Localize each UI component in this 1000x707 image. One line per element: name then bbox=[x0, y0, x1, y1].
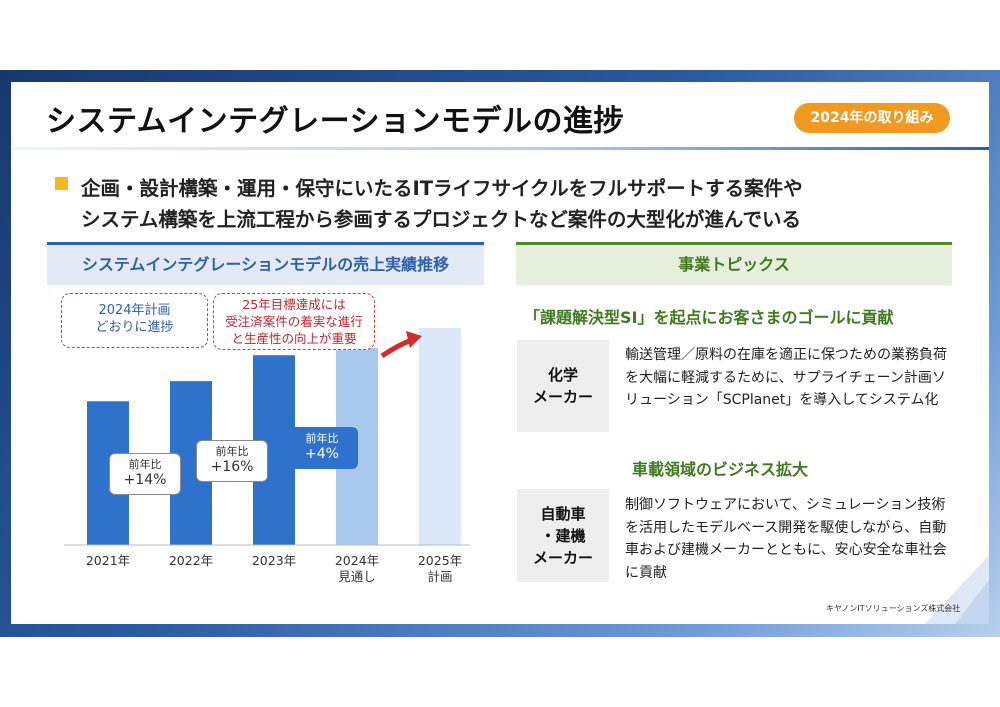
topic1-title: 「課題解決型SI」を起点にお客さまのゴールに貢献 bbox=[524, 308, 894, 327]
topic1-category-line-2: メーカー bbox=[532, 388, 593, 406]
topic2-category-line-3: メーカー bbox=[532, 548, 593, 567]
yoy-label-text: 前年比 bbox=[128, 458, 162, 471]
plan-progress-line-2: どおりに進捗 bbox=[95, 320, 174, 335]
year-badge: 2024年の取り組み bbox=[794, 103, 950, 133]
yoy-label-2024: 前年比 +4% bbox=[286, 427, 358, 469]
x-tick-label: 2022年 bbox=[168, 553, 214, 568]
corner-decoration bbox=[925, 555, 989, 624]
target-callout-line-3: と生産性の向上が重要 bbox=[231, 331, 357, 346]
lead-text-line-1: 企画・設計構築・運用・保守にいたるITライフサイクルをフルサポートする案件や bbox=[81, 177, 803, 200]
yoy-label-text: 前年比 bbox=[305, 432, 339, 445]
x-tick-label: 2021年 bbox=[85, 553, 131, 568]
yoy-label-2023: 前年比 +16% bbox=[196, 440, 268, 482]
yoy-label-2022: 前年比 +14% bbox=[109, 453, 181, 495]
business-topics-heading: 事業トピックス bbox=[516, 242, 952, 285]
yoy-value: +4% bbox=[305, 446, 339, 462]
yoy-value: +16% bbox=[210, 459, 254, 475]
bar-4 bbox=[419, 327, 461, 545]
topic2-description: 制御ソフトウェアにおいて、シミュレーション技術を活用したモデルベース開発を駆使し… bbox=[625, 497, 947, 581]
x-tick-label: 2023年 bbox=[251, 553, 297, 568]
plan-progress-callout: 2024年計画 どおりに進捗 bbox=[61, 293, 208, 348]
topic2-category: 自動車 ・建機 メーカー bbox=[517, 489, 609, 582]
yoy-label-text: 前年比 bbox=[215, 445, 249, 458]
topic1-description: 輸送管理／原料の在庫を適正に保つための業務負荷を大幅に軽減するために、サプライチ… bbox=[625, 347, 947, 408]
topic2-category-line-2: ・建機 bbox=[540, 526, 586, 545]
x-tick-label: 2025年 計画 bbox=[417, 553, 463, 584]
growth-arrowhead-icon bbox=[406, 331, 422, 348]
topic1-category: 化学 メーカー bbox=[517, 340, 609, 432]
sales-chart-heading: システムインテグレーションモデルの売上実績推移 bbox=[47, 242, 484, 285]
company-footer: キヤノンITソリューションズ株式会社 bbox=[826, 604, 961, 613]
slide-title: システムインテグレーションモデルの進捗 bbox=[46, 104, 624, 139]
target-callout-line-1: 25年目標達成には bbox=[242, 297, 346, 312]
lead-text-line-2: システム構築を上流工程から参画するプロジェクトなど案件の大型化が進んでいる bbox=[81, 208, 801, 231]
target-callout: 25年目標達成には 受注済案件の着実な進行 と生産性の向上が重要 bbox=[213, 293, 375, 350]
growth-arrow-icon bbox=[380, 337, 413, 359]
x-tick-label: 2024年 見通し bbox=[334, 553, 380, 584]
plan-progress-line-1: 2024年計画 bbox=[98, 303, 171, 318]
bullet-square-icon bbox=[55, 177, 68, 190]
topic2-category-line-1: 自動車 bbox=[540, 504, 586, 523]
target-callout-line-2: 受注済案件の着実な進行 bbox=[225, 314, 363, 329]
title-divider bbox=[11, 147, 989, 150]
yoy-value: +14% bbox=[123, 472, 167, 488]
topic1-category-line-1: 化学 bbox=[547, 366, 578, 384]
topic2-title: 車載領域のビジネス拡大 bbox=[632, 460, 809, 479]
